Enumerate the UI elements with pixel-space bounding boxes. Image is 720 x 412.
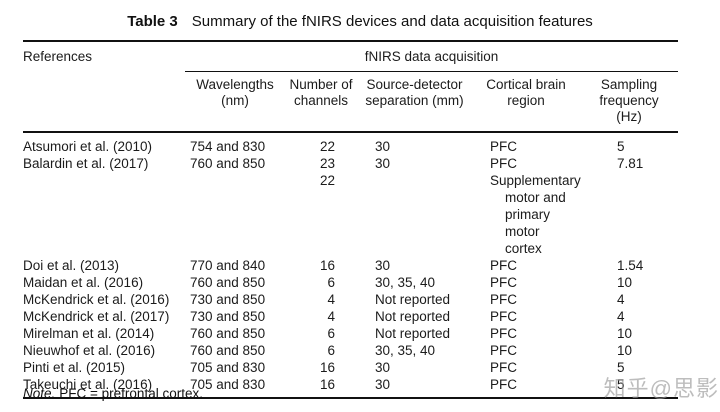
- table-row: Takeuchi et al. (2016) 705 and 830 16 30…: [23, 376, 678, 398]
- cell-channels: 4: [327, 309, 335, 324]
- cell-frequency: 10: [617, 343, 633, 358]
- cell-region-line2: Supplementary motor and primary motor co…: [490, 173, 581, 256]
- cell-separation: Not reported: [375, 292, 451, 307]
- cell-channels: 6: [327, 343, 335, 358]
- zhihu-watermark: 知乎@思影: [603, 376, 719, 401]
- header-group-fnirs: fNIRS data acquisition: [185, 41, 679, 72]
- cell-wavelengths: 760 and 850: [190, 343, 266, 358]
- cell-reference: McKendrick et al. (2016): [23, 292, 170, 307]
- table-number: Table 3: [127, 13, 178, 30]
- cell-channels: 16: [319, 377, 335, 392]
- header-channels: Number of channels: [289, 77, 353, 108]
- cell-wavelengths: 705 and 830: [190, 360, 266, 375]
- cell-frequency: 10: [617, 326, 633, 341]
- cell-region: PFC Supplementary motor and primary moto…: [472, 155, 581, 257]
- cell-channels: 22: [319, 139, 335, 154]
- column-header-row: Wavelengths (nm) Number of channels Sour…: [23, 72, 678, 133]
- cell-region: PFC: [490, 377, 517, 392]
- cell-wavelengths: 760 and 850: [190, 275, 266, 290]
- table-row: McKendrick et al. (2017) 730 and 850 4 N…: [23, 308, 678, 325]
- cell-separation: 30: [375, 258, 391, 273]
- cell-frequency: 4: [617, 309, 625, 324]
- cell-channels: 23 22: [319, 156, 335, 188]
- note-label: Note.: [23, 386, 56, 401]
- cell-reference: Pinti et al. (2015): [23, 360, 126, 375]
- cell-channels: 16: [319, 258, 335, 273]
- cell-reference: McKendrick et al. (2017): [23, 309, 170, 324]
- cell-reference: Maidan et al. (2016): [23, 275, 144, 290]
- cell-separation: 30: [375, 139, 391, 154]
- table-body: Atsumori et al. (2010) 754 and 830 22 30…: [23, 132, 678, 398]
- cell-wavelengths: 760 and 850: [190, 156, 266, 171]
- cell-separation: Not reported: [375, 326, 451, 341]
- cell-region: PFC: [490, 292, 517, 307]
- note-text: PFC = prefrontal cortex.: [59, 386, 203, 401]
- cell-region: PFC: [490, 326, 517, 341]
- cell-frequency: 5: [617, 360, 625, 375]
- table-header: References fNIRS data acquisition Wavele…: [23, 41, 679, 133]
- cell-reference: Atsumori et al. (2010): [23, 139, 153, 154]
- cell-separation: 30, 35, 40: [375, 275, 436, 290]
- cell-wavelengths: 770 and 840: [190, 258, 266, 273]
- cell-channels: 4: [327, 292, 335, 307]
- cell-wavelengths: 760 and 850: [190, 326, 266, 341]
- cell-reference: Doi et al. (2013): [23, 258, 120, 273]
- group-header-row: References fNIRS data acquisition: [23, 41, 679, 72]
- cell-wavelengths: 730 and 850: [190, 292, 266, 307]
- cell-region: PFC: [490, 139, 517, 154]
- cell-frequency: 1.54: [617, 258, 644, 273]
- cell-reference: Nieuwhof et al. (2016): [23, 343, 156, 358]
- table-row: Nieuwhof et al. (2016) 760 and 850 6 30,…: [23, 342, 678, 359]
- table-row: Maidan et al. (2016) 760 and 850 6 30, 3…: [23, 274, 678, 291]
- header-separation: Source-detector separation (mm): [365, 77, 464, 108]
- table-row: Atsumori et al. (2010) 754 and 830 22 30…: [23, 132, 678, 155]
- table-note: Note. PFC = prefrontal cortex.: [23, 386, 203, 401]
- cell-reference: Mirelman et al. (2014): [23, 326, 155, 341]
- cell-wavelengths: 730 and 850: [190, 309, 266, 324]
- header-wavelengths: Wavelengths (nm): [196, 77, 274, 108]
- cell-frequency: 10: [617, 275, 633, 290]
- cell-region: PFC: [490, 360, 517, 375]
- cell-reference: Takeuchi et al. (2016): [23, 377, 153, 392]
- cell-separation: 30, 35, 40: [375, 343, 436, 358]
- cell-region: PFC: [490, 309, 517, 324]
- cell-separation: Not reported: [375, 309, 451, 324]
- cell-frequency: 4: [617, 292, 625, 307]
- cell-region: PFC: [490, 343, 517, 358]
- cell-wavelengths: 754 and 830: [190, 139, 266, 154]
- cell-frequency: 5: [617, 377, 625, 392]
- cell-channels: 6: [327, 275, 335, 290]
- fnirs-summary-table: References fNIRS data acquisition Wavele…: [23, 40, 679, 399]
- cell-region-line1: PFC: [490, 156, 517, 171]
- table-row: Mirelman et al. (2014) 760 and 850 6 Not…: [23, 325, 678, 342]
- cell-wavelengths: 705 and 830: [190, 377, 266, 392]
- cell-frequency: 5: [617, 139, 625, 154]
- cell-separation: 30: [375, 377, 391, 392]
- header-region: Cortical brain region: [486, 77, 566, 108]
- table-caption: Table 3 Summary of the fNIRS devices and …: [0, 13, 720, 30]
- cell-frequency: 7.81: [617, 156, 644, 171]
- cell-separation: 30: [375, 156, 391, 171]
- cell-region: PFC: [490, 258, 517, 273]
- header-references: References: [23, 49, 93, 64]
- header-frequency: Sampling frequency (Hz): [599, 77, 659, 124]
- cell-channels: 16: [319, 360, 335, 375]
- table-row: Balardin et al. (2017) 760 and 850 23 22…: [23, 155, 678, 257]
- table-row: McKendrick et al. (2016) 730 and 850 4 N…: [23, 291, 678, 308]
- table-row: Pinti et al. (2015) 705 and 830 16 30 PF…: [23, 359, 678, 376]
- cell-separation: 30: [375, 360, 391, 375]
- table-row: Doi et al. (2013) 770 and 840 16 30 PFC …: [23, 257, 678, 274]
- cell-channels: 6: [327, 326, 335, 341]
- cell-reference: Balardin et al. (2017): [23, 156, 149, 171]
- cell-region: PFC: [490, 275, 517, 290]
- table-title: Summary of the fNIRS devices and data ac…: [191, 13, 593, 30]
